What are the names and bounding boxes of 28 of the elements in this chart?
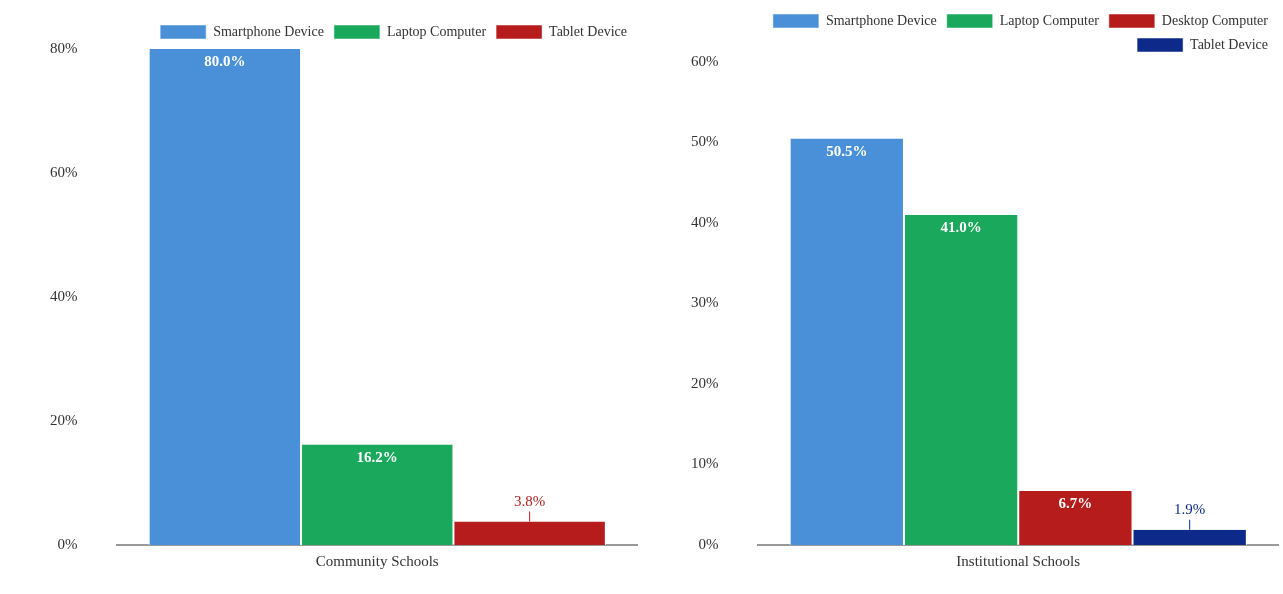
legend-label: Tablet Device [1190,36,1269,52]
y-tick-label: 0% [698,535,719,552]
y-tick-label: 30% [691,294,719,311]
y-tick-label: 10% [691,455,719,472]
data-label: 80.0% [204,53,246,70]
y-tick-label: 20% [50,411,78,428]
y-tick-label: 50% [691,133,719,150]
data-label: 50.5% [826,142,868,159]
y-tick-label: 20% [691,374,719,391]
data-label: 6.7% [1058,495,1093,512]
y-tick-label: 40% [50,287,78,304]
y-tick-label: 80% [50,39,78,56]
legend-label: Tablet Device [549,23,628,39]
y-tick-label: 0% [57,535,78,552]
x-tick-label: Institutional Schools [956,552,1081,569]
legend-label: Smartphone Device [213,23,324,39]
legend-label: Desktop Computer [1161,12,1269,28]
data-label: 16.2% [356,448,398,465]
y-tick-label: 40% [691,213,719,230]
data-label: 3.8% [514,492,546,509]
legend-label: Laptop Computer [386,23,487,39]
y-tick-label: 60% [691,52,719,69]
legend-label: Laptop Computer [999,12,1100,28]
y-tick-label: 60% [50,163,78,180]
data-label: 1.9% [1174,501,1206,518]
data-label: 41.0% [940,219,982,236]
legend-label: Smartphone Device [825,12,937,28]
x-tick-label: Community Schools [315,552,439,569]
